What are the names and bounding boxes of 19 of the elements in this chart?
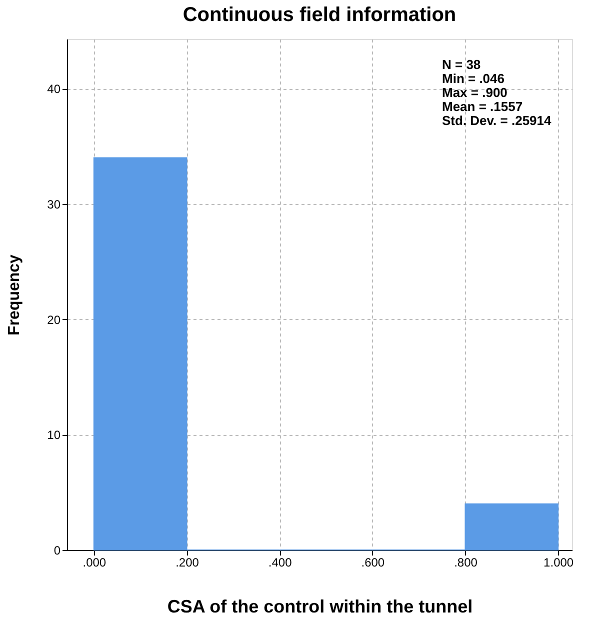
x-axis-title: CSA of the control within the tunnel [167, 596, 473, 616]
annotation: Min = .046 [442, 71, 504, 86]
y-tick-label: 0 [54, 544, 61, 558]
x-tick-label: 1.000 [544, 556, 574, 570]
y-tick-label: 20 [47, 312, 61, 327]
annotation: Std. Dev. = .25914 [442, 113, 552, 128]
chart-title: Continuous field information [182, 4, 456, 26]
x-tick-label: .400 [268, 556, 292, 570]
annotation: N = 38 [442, 57, 481, 72]
annotation: Mean = .1557 [442, 99, 523, 114]
y-tick-label: 30 [47, 197, 61, 212]
y-tick-label: 40 [47, 82, 61, 96]
y-axis-title: Frequency [6, 254, 24, 336]
y-tick-label: 10 [47, 428, 61, 442]
annotation: Max = .900 [442, 85, 508, 100]
x-tick-label: .000 [82, 556, 106, 570]
x-tick-label: .200 [176, 556, 200, 570]
x-tick-label: .600 [361, 556, 385, 570]
x-tick-label: .800 [454, 556, 478, 570]
